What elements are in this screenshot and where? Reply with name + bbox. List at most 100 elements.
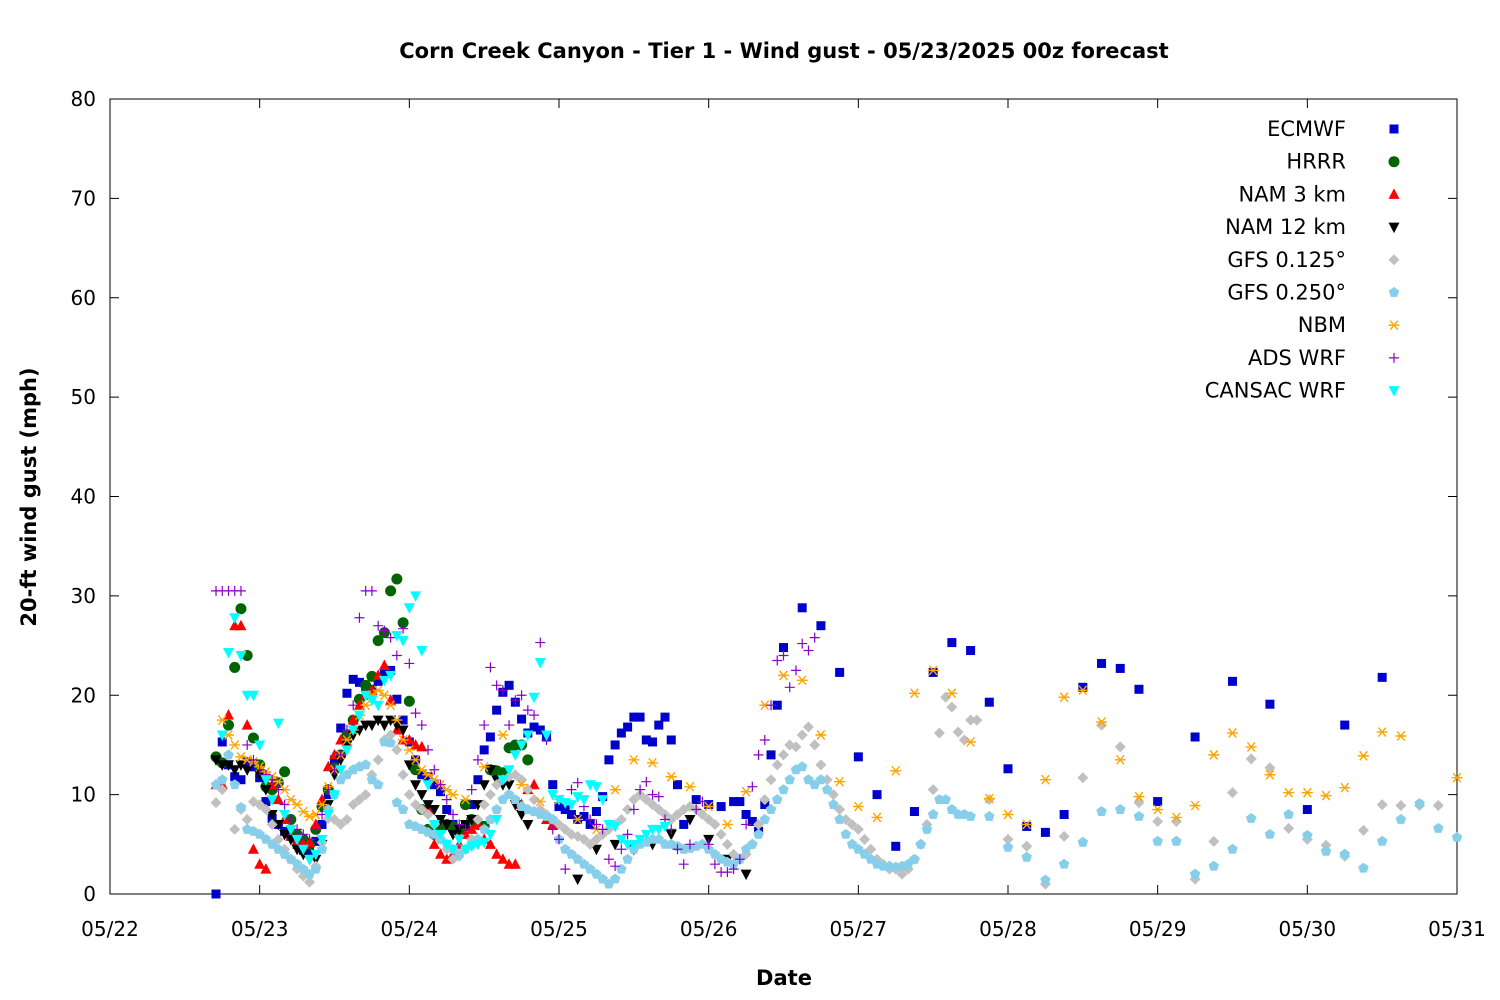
data-point (366, 695, 378, 707)
data-point (410, 799, 422, 811)
legend-label: NAM 12 km (1225, 215, 1346, 239)
data-point (984, 811, 995, 821)
data-point (385, 729, 397, 741)
data-point (696, 809, 708, 820)
data-point (373, 620, 384, 631)
data-point (1002, 833, 1014, 845)
data-point (610, 740, 620, 750)
legend-label: ADS WRF (1248, 346, 1346, 370)
data-point (623, 722, 633, 732)
data-point (1264, 769, 1276, 780)
data-point (871, 812, 883, 823)
data-point (927, 784, 939, 796)
data-point (497, 775, 509, 786)
data-point (1039, 774, 1051, 785)
x-axis-label: Date (756, 966, 812, 990)
data-point (1190, 732, 1200, 742)
data-point (566, 784, 577, 795)
data-point (728, 864, 739, 875)
data-point (392, 694, 402, 704)
data-point (217, 774, 228, 785)
data-point (447, 789, 459, 800)
data-point (1096, 717, 1108, 728)
data-point (747, 816, 757, 826)
data-point (641, 776, 652, 787)
data-point (659, 821, 671, 833)
data-point (722, 867, 733, 878)
data-point (1451, 772, 1463, 783)
data-point (522, 784, 534, 796)
data-point (1002, 809, 1014, 820)
data-point (535, 637, 546, 648)
data-point (653, 833, 664, 844)
data-point (815, 730, 827, 740)
data-point (273, 843, 284, 854)
data-point (1395, 814, 1407, 824)
data-point (1153, 797, 1163, 807)
data-point (834, 776, 846, 787)
data-point (248, 754, 259, 765)
data-point (210, 755, 222, 766)
data-point (416, 764, 428, 775)
data-point (1302, 829, 1313, 840)
data-point (460, 824, 471, 835)
data-point (322, 760, 334, 772)
data-point (504, 680, 514, 690)
data-point (684, 781, 696, 792)
data-point (497, 730, 509, 740)
data-point (547, 814, 558, 824)
data-point (560, 805, 570, 815)
data-point (1301, 787, 1313, 798)
data-point (697, 838, 708, 849)
data-point (703, 839, 714, 850)
data-point (247, 843, 259, 854)
data-point (360, 759, 371, 770)
data-points (210, 573, 1463, 899)
data-point (1078, 682, 1088, 692)
data-point (547, 824, 558, 835)
x-tick-label: 05/25 (530, 917, 588, 941)
data-point (772, 794, 783, 804)
data-point (966, 646, 976, 656)
data-point (372, 700, 384, 712)
data-point (491, 848, 503, 859)
data-point (310, 863, 321, 874)
data-point (447, 809, 458, 820)
data-point (272, 718, 284, 730)
data-point (778, 670, 789, 681)
data-point (609, 839, 621, 851)
data-point (341, 813, 353, 825)
data-point (759, 814, 770, 824)
data-point (216, 730, 228, 741)
data-point (790, 741, 802, 753)
data-point (628, 754, 640, 765)
data-point (336, 723, 346, 733)
data-point (1208, 860, 1219, 871)
data-point (1096, 806, 1107, 816)
data-point (416, 740, 428, 752)
data-point (509, 750, 521, 761)
data-point (378, 675, 390, 687)
data-point (403, 733, 415, 745)
data-point (741, 810, 751, 819)
data-point (285, 853, 297, 864)
data-point (809, 739, 821, 751)
data-point (628, 804, 639, 815)
data-point (566, 848, 577, 859)
data-point (323, 784, 334, 795)
data-point (366, 774, 378, 785)
data-point (560, 864, 571, 875)
data-point (504, 720, 515, 731)
data-point (784, 682, 795, 693)
data-point (304, 876, 316, 888)
data-point (840, 828, 852, 839)
data-point (385, 585, 397, 597)
data-point (373, 676, 383, 686)
data-point (778, 784, 789, 795)
data-point (1414, 798, 1425, 808)
data-point (335, 749, 346, 760)
data-point (516, 779, 528, 790)
data-point (310, 818, 322, 829)
legend-marker (1388, 188, 1400, 199)
data-point (242, 739, 253, 750)
